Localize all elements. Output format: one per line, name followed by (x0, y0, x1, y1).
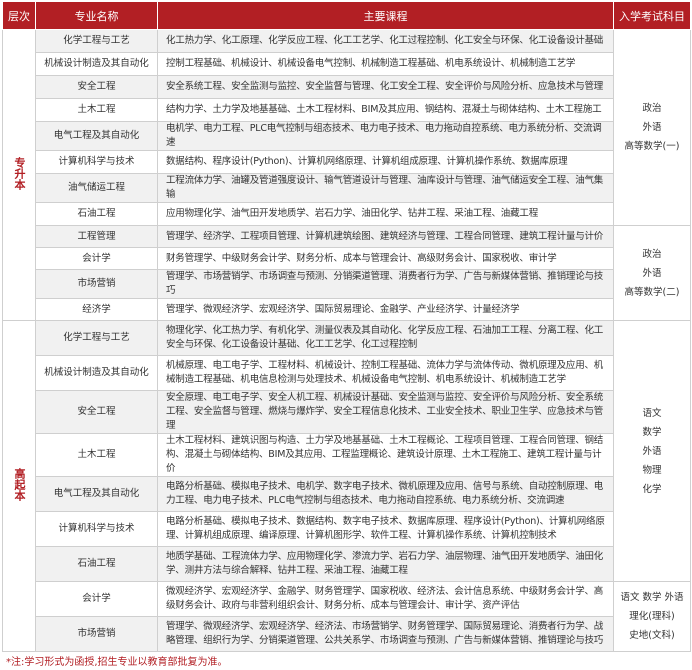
exam-subject: 数学 (642, 426, 662, 438)
table-row: 机械设计制造及其自动化 机械原理、电工电子学、工程材料、机械设计、控制工程基础、流… (3, 355, 691, 391)
exam-subject: 语文 (642, 407, 662, 419)
major-name: 土木工程 (35, 433, 158, 477)
exam-subject: 外语 (642, 445, 662, 457)
table-row: 电气工程及其自动化 电路分析基础、模拟电子技术、电机学、数字电子技术、微机原理及应… (3, 476, 691, 512)
exam-subject: 高等数学(二) (624, 286, 680, 298)
table-row: 油气储运工程 工程流体力学、油罐及管道强度设计、输气管道设计与管理、油库设计与管理… (3, 173, 691, 203)
major-name: 市场营销 (35, 616, 158, 652)
level-cell: 高起本 (2, 320, 36, 652)
exam-subjects: 语文数学外语物理化学 (613, 320, 691, 582)
table-row: 机械设计制造及其自动化 控制工程基础、机械设计、机械设备电气控制、机械制造工程基础… (3, 52, 691, 76)
table-row: 安全工程 安全系统工程、安全监测与监控、安全监督与管理、化工安全工程、安全评价与风… (3, 75, 691, 99)
major-name: 油气储运工程 (35, 173, 158, 203)
major-name: 市场营销 (35, 269, 158, 299)
course-list: 安全原理、电工电子学、安全人机工程、机械设计基础、安全监测与监控、安全评价与风险… (157, 390, 614, 434)
course-list: 地质学基础、工程流体力学、应用物理化学、渗流力学、岩石力学、油层物理、油气田开发… (157, 546, 614, 582)
major-name: 计算机科学与技术 (35, 511, 158, 547)
table-row: 经济学 管理学、微观经济学、宏观经济学、国际贸易理论、金融学、产业经济学、计量经济… (3, 298, 691, 321)
header-level: 层次 (2, 2, 36, 30)
table-row: 会计学 微观经济学、宏观经济学、金融学、财务管理学、国家税收、经济法、会计信息系统… (3, 581, 691, 652)
course-list: 财务管理学、中级财务会计学、财务分析、成本与管理会计、高级财务会计、国家税收、审… (157, 247, 614, 270)
course-list: 管理学、市场营销学、市场调查与预测、分销渠道管理、消费者行为学、广告与新媒体营销… (157, 269, 614, 299)
exam-subject: 政治 (642, 103, 662, 114)
major-name: 石油工程 (35, 202, 158, 226)
level-label: 专升本 (13, 156, 26, 190)
major-name: 经济学 (35, 298, 158, 321)
course-list: 电路分析基础、模拟电子技术、数据结构、数字电子技术、数据库原理、程序设计(Pyt… (157, 511, 614, 547)
course-list: 应用物理化学、油气田开发地质学、岩石力学、油田化学、钻井工程、采油工程、油藏工程 (157, 202, 614, 226)
table-row: 市场营销 管理学、市场营销学、市场调查与预测、分销渠道管理、消费者行为学、广告与新… (3, 269, 691, 299)
table-row: 市场营销 管理学、微观经济学、宏观经济学、经济法、市场营销学、财务管理学、国际贸易… (3, 616, 691, 652)
exam-subject: 化学 (642, 483, 662, 495)
major-name: 化学工程与工艺 (35, 29, 158, 53)
exam-subjects: 语文 数学 外语 理化(理科) 史地(文科) (613, 581, 691, 652)
table-row: 电气工程及其自动化 电机学、电力工程、PLC电气控制与组态技术、电力电子技术、电力… (3, 121, 691, 151)
header-courses: 主要课程 (157, 2, 614, 30)
exam-subject: 外语 (642, 267, 662, 279)
major-name: 机械设计制造及其自动化 (35, 355, 158, 391)
major-name: 安全工程 (35, 390, 158, 434)
exam-subject: 物理 (642, 464, 662, 476)
course-list: 电路分析基础、模拟电子技术、电机学、数字电子技术、微机原理及应用、信号与系统、自… (157, 476, 614, 512)
major-name: 会计学 (35, 247, 158, 270)
exam-subject: 外语 (642, 122, 662, 133)
table-row: 石油工程 地质学基础、工程流体力学、应用物理化学、渗流力学、岩石力学、油层物理、油… (3, 546, 691, 582)
table-row: 安全工程 安全原理、电工电子学、安全人机工程、机械设计基础、安全监测与监控、安全评… (3, 390, 691, 434)
course-list: 微观经济学、宏观经济学、金融学、财务管理学、国家税收、经济法、会计信息系统、中级… (157, 581, 614, 617)
table-row: 石油工程 应用物理化学、油气田开发地质学、岩石力学、油田化学、钻井工程、采油工程、… (3, 202, 691, 226)
major-name: 机械设计制造及其自动化 (35, 52, 158, 76)
table-row: 会计学 财务管理学、中级财务会计学、财务分析、成本与管理会计、高级财务会计、国家税… (3, 247, 691, 270)
table-row: 土木工程 结构力学、土力学及地基基础、土木工程材料、BIM及其应用、钢结构、混凝土… (3, 98, 691, 122)
table-row: 专升本 化学工程与工艺 化工热力学、化工原理、化学反应工程、化工工艺学、化工过程控制… (2, 29, 691, 321)
header-exam: 入学考试科目 (613, 2, 691, 30)
course-list: 管理学、微观经济学、宏观经济学、国际贸易理论、金融学、产业经济学、计量经济学 (157, 298, 614, 321)
major-name: 会计学 (35, 581, 158, 617)
major-name: 石油工程 (35, 546, 158, 582)
table-row: 计算机科学与技术 数据结构、程序设计(Python)、计算机网络原理、计算机组成原… (3, 150, 691, 174)
exam-subjects: 政治外语高等数学(一) (613, 29, 691, 226)
major-name: 工程管理 (35, 225, 158, 248)
course-list: 化工热力学、化工原理、化学反应工程、化工工艺学、化工过程控制、化工安全与环保、化… (157, 29, 614, 53)
table-row: 计算机科学与技术 电路分析基础、模拟电子技术、数据结构、数字电子技术、数据库原理、… (3, 511, 691, 547)
major-name: 化学工程与工艺 (35, 320, 158, 356)
table-row: 高起本 化学工程与工艺 物理化学、化工热力学、有机化学、测量仪表及其自动化、化学反应… (2, 320, 691, 652)
major-name: 土木工程 (35, 98, 158, 122)
level-cell: 专升本 (2, 29, 36, 321)
major-name: 电气工程及其自动化 (35, 121, 158, 151)
course-list: 机械原理、电工电子学、工程材料、机械设计、控制工程基础、流体力学与流体传动、微机… (157, 355, 614, 391)
major-name: 电气工程及其自动化 (35, 476, 158, 512)
course-list: 工程流体力学、油罐及管道强度设计、输气管道设计与管理、油库设计与管理、油气储运安… (157, 173, 614, 203)
course-list: 物理化学、化工热力学、有机化学、测量仪表及其自动化、化学反应工程、石油加工工程、… (157, 320, 614, 356)
major-name: 计算机科学与技术 (35, 150, 158, 174)
course-list: 管理学、经济学、工程项目管理、计算机建筑绘图、建筑经济与管理、工程合同管理、建筑… (157, 225, 614, 248)
exam-subject: 史地(文科) (629, 630, 675, 641)
course-list: 结构力学、土力学及地基基础、土木工程材料、BIM及其应用、钢结构、混凝土与砌体结… (157, 98, 614, 122)
exam-subjects: 政治外语高等数学(二) (613, 225, 691, 321)
course-list: 数据结构、程序设计(Python)、计算机网络原理、计算机组成原理、计算机操作系… (157, 150, 614, 174)
table-header: 层次 专业名称 主要课程 入学考试科目 (2, 2, 691, 30)
exam-subject: 高等数学(一) (624, 141, 680, 152)
table-row: 工程管理 管理学、经济学、工程项目管理、计算机建筑绘图、建筑经济与管理、工程合同管… (3, 225, 691, 321)
program-table: 层次 专业名称 主要课程 入学考试科目 专升本 化学工程与工艺 化工热力学、化工原理… (2, 2, 691, 652)
course-list: 电机学、电力工程、PLC电气控制与组态技术、电力电子技术、电力拖动自控系统、电力… (157, 121, 614, 151)
exam-subject: 政治 (642, 248, 662, 260)
table-row: 土木工程 土木工程材料、建筑识图与构造、土力学及地基基础、土木工程概论、工程项目管… (3, 433, 691, 477)
level-label: 高起本 (13, 467, 26, 501)
course-list: 土木工程材料、建筑识图与构造、土力学及地基基础、土木工程概论、工程项目管理、工程… (157, 433, 614, 477)
course-list: 安全系统工程、安全监测与监控、安全监督与管理、化工安全工程、安全评价与风险分析、… (157, 75, 614, 99)
exam-subject: 理化(理科) (629, 611, 675, 622)
major-name: 安全工程 (35, 75, 158, 99)
exam-subject: 语文 数学 外语 (620, 592, 684, 603)
header-major: 专业名称 (35, 2, 158, 30)
footnote: *注:学习形式为函授,招生专业以教育部批复为准。 (6, 657, 228, 668)
course-list: 管理学、微观经济学、宏观经济学、经济法、市场营销学、财务管理学、国际贸易理论、消… (157, 616, 614, 652)
course-list: 控制工程基础、机械设计、机械设备电气控制、机械制造工程基础、机电系统设计、机械制… (157, 52, 614, 76)
